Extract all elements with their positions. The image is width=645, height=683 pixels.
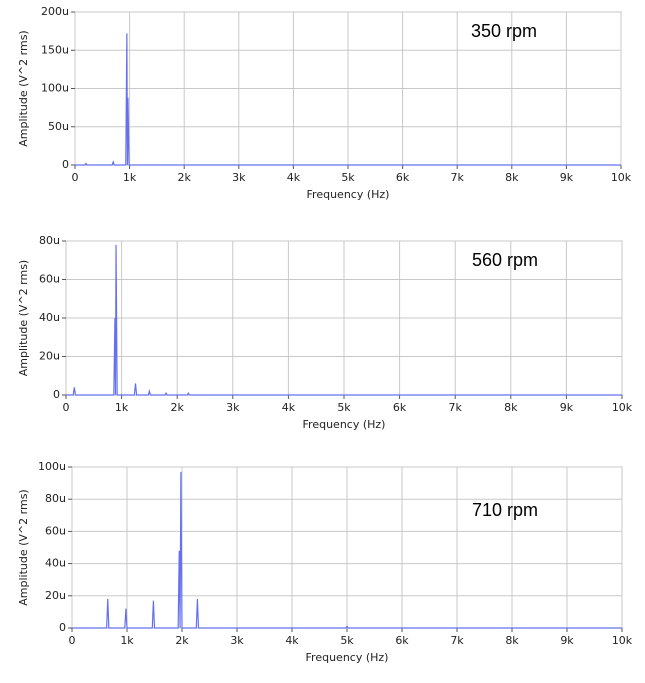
x-tick-label: 1k <box>120 634 134 647</box>
x-tick-label: 3k <box>232 171 246 184</box>
y-tick-label: 0 <box>59 621 66 634</box>
x-tick-label: 9k <box>560 171 574 184</box>
x-tick-label: 2k <box>171 401 185 414</box>
y-tick-label: 50u <box>48 120 69 133</box>
y-tick-label: 150u <box>41 43 69 56</box>
x-tick-label: 9k <box>560 401 574 414</box>
x-tick-label: 4k <box>282 401 296 414</box>
annotation: 710 rpm <box>472 500 538 520</box>
x-tick-label: 6k <box>393 401 407 414</box>
x-tick-label: 6k <box>395 634 409 647</box>
x-tick-label: 2k <box>178 171 192 184</box>
x-tick-label: 7k <box>449 401 463 414</box>
y-tick-label: 200u <box>41 5 69 18</box>
x-tick-label: 2k <box>175 634 189 647</box>
spectrum-line <box>72 471 622 629</box>
y-axis-label: Amplitude (V^2 rms) <box>17 260 30 376</box>
y-axis-label: Amplitude (V^2 rms) <box>17 30 30 146</box>
y-tick-label: 40u <box>39 311 60 324</box>
spectrum-line <box>66 244 622 396</box>
x-tick-label: 6k <box>396 171 410 184</box>
y-tick-label: 0 <box>53 388 60 401</box>
x-tick-label: 1k <box>115 401 129 414</box>
x-tick-label: 8k <box>504 401 518 414</box>
x-tick-label: 0 <box>69 634 76 647</box>
y-tick-label: 0 <box>62 158 69 171</box>
x-tick-label: 7k <box>451 171 465 184</box>
x-tick-label: 4k <box>285 634 299 647</box>
x-tick-label: 3k <box>230 634 244 647</box>
y-tick-label: 20u <box>45 589 66 602</box>
x-tick-label: 8k <box>505 171 519 184</box>
x-tick-label: 10k <box>612 401 633 414</box>
x-tick-label: 7k <box>450 634 464 647</box>
y-tick-label: 60u <box>39 273 60 286</box>
x-tick-label: 1k <box>123 171 137 184</box>
annotation: 560 rpm <box>472 250 538 270</box>
y-tick-label: 40u <box>45 557 66 570</box>
x-tick-label: 9k <box>560 634 574 647</box>
y-tick-label: 80u <box>45 492 66 505</box>
y-tick-label: 100u <box>41 82 69 95</box>
x-tick-label: 8k <box>505 634 519 647</box>
x-axis-label: Frequency (Hz) <box>303 418 386 431</box>
x-tick-label: 3k <box>226 401 240 414</box>
x-tick-label: 0 <box>72 171 79 184</box>
x-tick-label: 10k <box>612 634 633 647</box>
x-tick-label: 5k <box>341 171 355 184</box>
y-tick-label: 80u <box>39 234 60 247</box>
x-tick-label: 10k <box>611 171 632 184</box>
x-tick-label: 0 <box>63 401 70 414</box>
y-axis-label: Amplitude (V^2 rms) <box>17 489 30 605</box>
x-tick-label: 5k <box>340 634 354 647</box>
y-tick-label: 60u <box>45 524 66 537</box>
spectrum-line <box>75 33 621 166</box>
x-axis-label: Frequency (Hz) <box>306 651 389 664</box>
x-tick-label: 4k <box>287 171 301 184</box>
x-axis-label: Frequency (Hz) <box>307 188 390 201</box>
x-tick-label: 5k <box>337 401 351 414</box>
y-tick-label: 20u <box>39 350 60 363</box>
annotation: 350 rpm <box>471 21 537 41</box>
y-tick-label: 100u <box>38 460 66 473</box>
